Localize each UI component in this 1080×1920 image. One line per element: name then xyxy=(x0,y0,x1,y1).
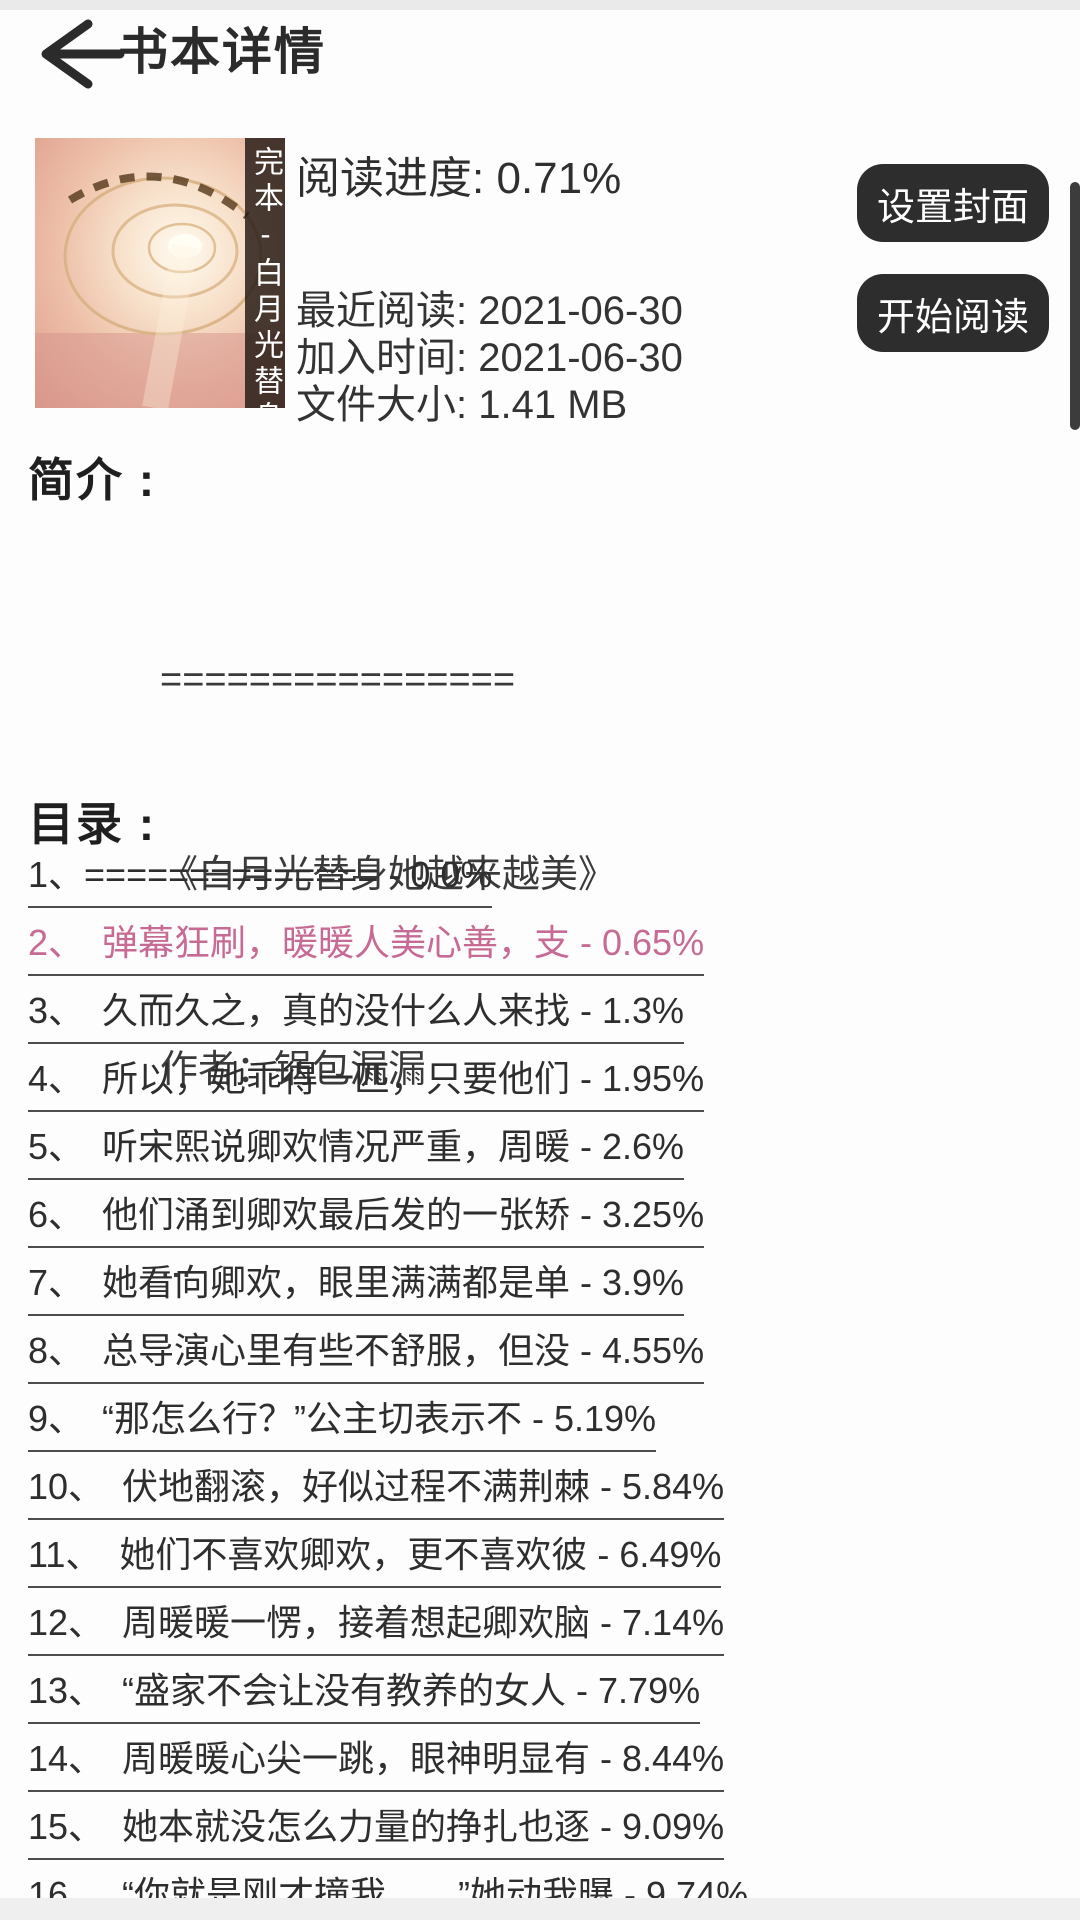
catalog-item-label[interactable]: 1、============== - 0.0% xyxy=(28,852,493,908)
catalog-item-label[interactable]: 3、 久而久之，真的没什么人来找 - 1.3% xyxy=(28,988,685,1044)
start-reading-button[interactable]: 开始阅读 xyxy=(857,274,1049,352)
catalog-item-label[interactable]: 2、 弹幕狂刷，暖暖人美心善，支 - 0.65% xyxy=(28,920,705,976)
catalog-item[interactable]: 5、 听宋熙说卿欢情况严重，周暖 - 2.6% xyxy=(28,1124,1068,1192)
catalog-item-label[interactable]: 5、 听宋熙说卿欢情况严重，周暖 - 2.6% xyxy=(28,1124,685,1180)
arrow-left-icon xyxy=(41,19,125,89)
file-size-value: 1.41 MB xyxy=(478,383,628,427)
spiral-staircase-image xyxy=(35,138,285,408)
catalog-item[interactable]: 4、 所以，她乖得一匹，只要他们 - 1.95% xyxy=(28,1056,1068,1124)
catalog-item[interactable]: 13、 “盛家不会让没有教养的女人 - 7.79% xyxy=(28,1668,1068,1736)
catalog-item[interactable]: 11、 她们不喜欢卿欢，更不喜欢彼 - 6.49% xyxy=(28,1532,1068,1600)
intro-line-separator: ================ xyxy=(160,659,516,701)
catalog-item-label[interactable]: 4、 所以，她乖得一匹，只要他们 - 1.95% xyxy=(28,1056,705,1112)
catalog-item-label[interactable]: 11、 她们不喜欢卿欢，更不喜欢彼 - 6.49% xyxy=(28,1532,722,1588)
catalog-item[interactable]: 12、 周暖暖一愣，接着想起卿欢脑 - 7.14% xyxy=(28,1600,1068,1668)
top-divider xyxy=(0,0,1080,10)
catalog-item-label[interactable]: 15、 她本就没怎么力量的挣扎也逐 - 9.09% xyxy=(28,1804,725,1860)
added-time-row: 加入时间: 2021-06-30 xyxy=(296,336,683,380)
intro-line-ellipsis: ... xyxy=(160,1244,192,1286)
catalog-item-label[interactable]: 8、 总导演心里有些不舒服，但没 - 4.55% xyxy=(28,1328,705,1384)
catalog-item[interactable]: 14、 周暖暖心尖一跳，眼神明显有 - 8.44% xyxy=(28,1736,1068,1804)
intro-heading: 简介 : xyxy=(28,454,157,506)
last-read-row: 最近阅读: 2021-06-30 xyxy=(296,289,683,333)
catalog-item[interactable]: 15、 她本就没怎么力量的挣扎也逐 - 9.09% xyxy=(28,1804,1068,1872)
catalog-item-label[interactable]: 14、 周暖暖心尖一跳，眼神明显有 - 8.44% xyxy=(28,1736,725,1792)
catalog-item-label[interactable]: 12、 周暖暖一愣，接着想起卿欢脑 - 7.14% xyxy=(28,1600,725,1656)
catalog-item[interactable]: 7、 她看向卿欢，眼里满满都是单 - 3.9% xyxy=(28,1260,1068,1328)
page-title: 书本详情 xyxy=(118,24,326,80)
catalog-item[interactable]: 1、============== - 0.0% xyxy=(28,852,1068,920)
catalog-item-label[interactable]: 7、 她看向卿欢，眼里满满都是单 - 3.9% xyxy=(28,1260,685,1316)
book-meta: 最近阅读: 2021-06-30 加入时间: 2021-06-30 文件大小: … xyxy=(296,288,683,429)
bottom-divider xyxy=(0,1898,1080,1920)
catalog-item[interactable]: 2、 弹幕狂刷，暖暖人美心善，支 - 0.65% xyxy=(28,920,1068,988)
intro-line-book-title: 《白月光替身她越来越美》 xyxy=(160,854,617,896)
catalog-item[interactable]: 9、 “那怎么行？”公主切表示不 - 5.19% xyxy=(28,1396,1068,1464)
file-size-row: 文件大小: 1.41 MB xyxy=(296,383,628,427)
catalog-item[interactable]: 3、 久而久之，真的没什么人来找 - 1.3% xyxy=(28,988,1068,1056)
added-time-value: 2021-06-30 xyxy=(478,336,683,380)
catalog-item-label[interactable]: 6、 他们涌到卿欢最后发的一张矫 - 3.25% xyxy=(28,1192,705,1248)
set-cover-button[interactable]: 设置封面 xyxy=(857,164,1049,242)
catalog-item[interactable]: 6、 他们涌到卿欢最后发的一张矫 - 3.25% xyxy=(28,1192,1068,1260)
scrollbar-thumb[interactable] xyxy=(1070,182,1080,430)
cover-spine-label: 完本-白月光替身她 xyxy=(245,138,285,408)
reading-progress: 阅读进度: 0.71% xyxy=(296,154,622,203)
catalog-list: 1、============== - 0.0% 2、 弹幕狂刷，暖暖人美心善，支… xyxy=(28,852,1068,1920)
intro-body: ================ 《白月光替身她越来越美》 作者：锅包漏漏 ..… xyxy=(160,518,616,1428)
catalog-item[interactable]: 10、 伏地翻滚，好似过程不满荆棘 - 5.84% xyxy=(28,1464,1068,1532)
last-read-value: 2021-06-30 xyxy=(478,289,683,333)
catalog-item-label[interactable]: 13、 “盛家不会让没有教养的女人 - 7.79% xyxy=(28,1668,701,1724)
catalog-heading: 目录 : xyxy=(28,798,157,850)
intro-line-author: 作者：锅包漏漏 xyxy=(160,1049,427,1091)
reading-progress-value: 0.71% xyxy=(496,154,622,203)
back-button[interactable] xyxy=(30,16,126,92)
book-cover[interactable]: 完本-白月光替身她 xyxy=(35,138,285,408)
catalog-item[interactable]: 8、 总导演心里有些不舒服，但没 - 4.55% xyxy=(28,1328,1068,1396)
catalog-item-label[interactable]: 10、 伏地翻滚，好似过程不满荆棘 - 5.84% xyxy=(28,1464,725,1520)
catalog-item-label[interactable]: 9、 “那怎么行？”公主切表示不 - 5.19% xyxy=(28,1396,657,1452)
